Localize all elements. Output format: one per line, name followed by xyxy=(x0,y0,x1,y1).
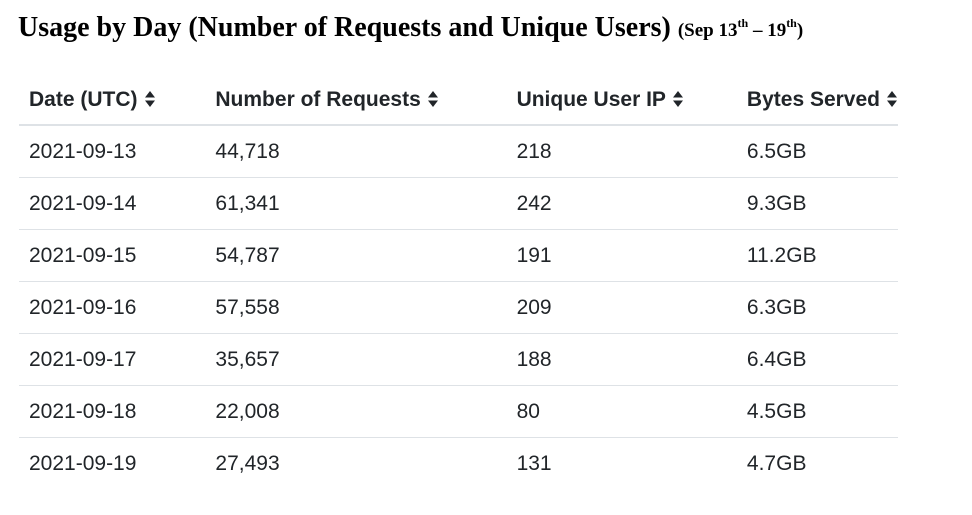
title-main: Usage by Day (Number of Requests and Uni… xyxy=(18,12,671,43)
table-header: Date (UTC) Number of Requests Unique Use… xyxy=(19,76,898,126)
cell-unique-ip: 191 xyxy=(506,229,737,282)
cell-date: 2021-09-19 xyxy=(29,451,137,475)
column-header-date[interactable]: Date (UTC) xyxy=(19,76,206,126)
sort-icon[interactable] xyxy=(672,90,684,108)
cell-date: 2021-09-17 xyxy=(19,333,206,386)
cell-requests: 22,008 xyxy=(205,385,507,438)
column-header-label: Date (UTC) xyxy=(29,88,138,111)
cell-requests: 57,558 xyxy=(205,281,507,334)
column-header-requests[interactable]: Number of Requests xyxy=(205,76,507,126)
table-body: 2021-09-13 44,718 218 6.5GB 2021-09-14 6… xyxy=(19,125,898,489)
sort-icon[interactable] xyxy=(427,90,439,108)
cell-date: 2021-09-14 xyxy=(19,177,206,230)
table-row: 2021-09-19 27,493 131 4.7GB xyxy=(19,438,898,490)
cell-bytes: 4.5GB xyxy=(736,385,898,438)
date-range: (Sep 13th – 19th) xyxy=(677,17,804,41)
cell-unique-ip: 242 xyxy=(506,177,737,230)
cell-bytes: 6.5GB xyxy=(736,125,898,178)
cell-requests: 54,787 xyxy=(205,229,507,282)
cell-date: 2021-09-15 xyxy=(19,229,206,282)
cell-bytes: 6.4GB xyxy=(736,333,898,386)
sort-icon[interactable] xyxy=(886,90,898,108)
cell-bytes: 4.7GB xyxy=(746,451,807,475)
cell-bytes: 6.3GB xyxy=(736,281,898,334)
cell-bytes: 9.3GB xyxy=(736,177,898,230)
cell-unique-ip: 209 xyxy=(506,281,737,334)
cell-unique-ip: 131 xyxy=(516,451,552,475)
date-range-close: ) xyxy=(796,20,804,41)
column-header-label: Unique User IP xyxy=(516,88,666,111)
cell-unique-ip: 188 xyxy=(506,333,737,386)
cell-requests: 27,493 xyxy=(215,451,280,475)
table-row: 2021-09-18 22,008 80 4.5GB xyxy=(19,385,898,438)
table-row: 2021-09-13 44,718 218 6.5GB xyxy=(19,125,898,178)
date-range-start: (Sep 13 xyxy=(677,20,738,41)
table-row: 2021-09-17 35,657 188 6.4GB xyxy=(19,333,898,386)
header-row: Date (UTC) Number of Requests Unique Use… xyxy=(19,76,898,126)
cell-date: 2021-09-13 xyxy=(19,125,206,178)
date-range-end: – 19 xyxy=(748,20,787,41)
cell-bytes: 11.2GB xyxy=(736,229,898,282)
column-header-bytes[interactable]: Bytes Served xyxy=(736,76,898,126)
column-header-label: Number of Requests xyxy=(215,88,421,111)
date-range-start-suffix: th xyxy=(737,16,749,30)
date-range-end-suffix: th xyxy=(786,16,797,30)
cell-date: 2021-09-16 xyxy=(19,281,206,334)
cell-unique-ip: 80 xyxy=(506,385,737,438)
column-header-label: Bytes Served xyxy=(746,88,880,111)
cell-unique-ip: 218 xyxy=(506,125,737,178)
page-title: Usage by Day (Number of Requests and Uni… xyxy=(18,8,803,51)
cell-requests: 44,718 xyxy=(205,125,507,178)
table-row: 2021-09-15 54,787 191 11.2GB xyxy=(19,229,898,282)
sort-icon[interactable] xyxy=(144,90,156,108)
cell-requests: 35,657 xyxy=(205,333,507,386)
column-header-unique-ip[interactable]: Unique User IP xyxy=(506,76,737,126)
cell-requests: 61,341 xyxy=(205,177,507,230)
table-row: 2021-09-16 57,558 209 6.3GB xyxy=(19,281,898,334)
table-row: 2021-09-14 61,341 242 9.3GB xyxy=(19,177,898,230)
usage-table: Date (UTC) Number of Requests Unique Use… xyxy=(19,76,898,489)
cell-date: 2021-09-18 xyxy=(19,385,206,438)
